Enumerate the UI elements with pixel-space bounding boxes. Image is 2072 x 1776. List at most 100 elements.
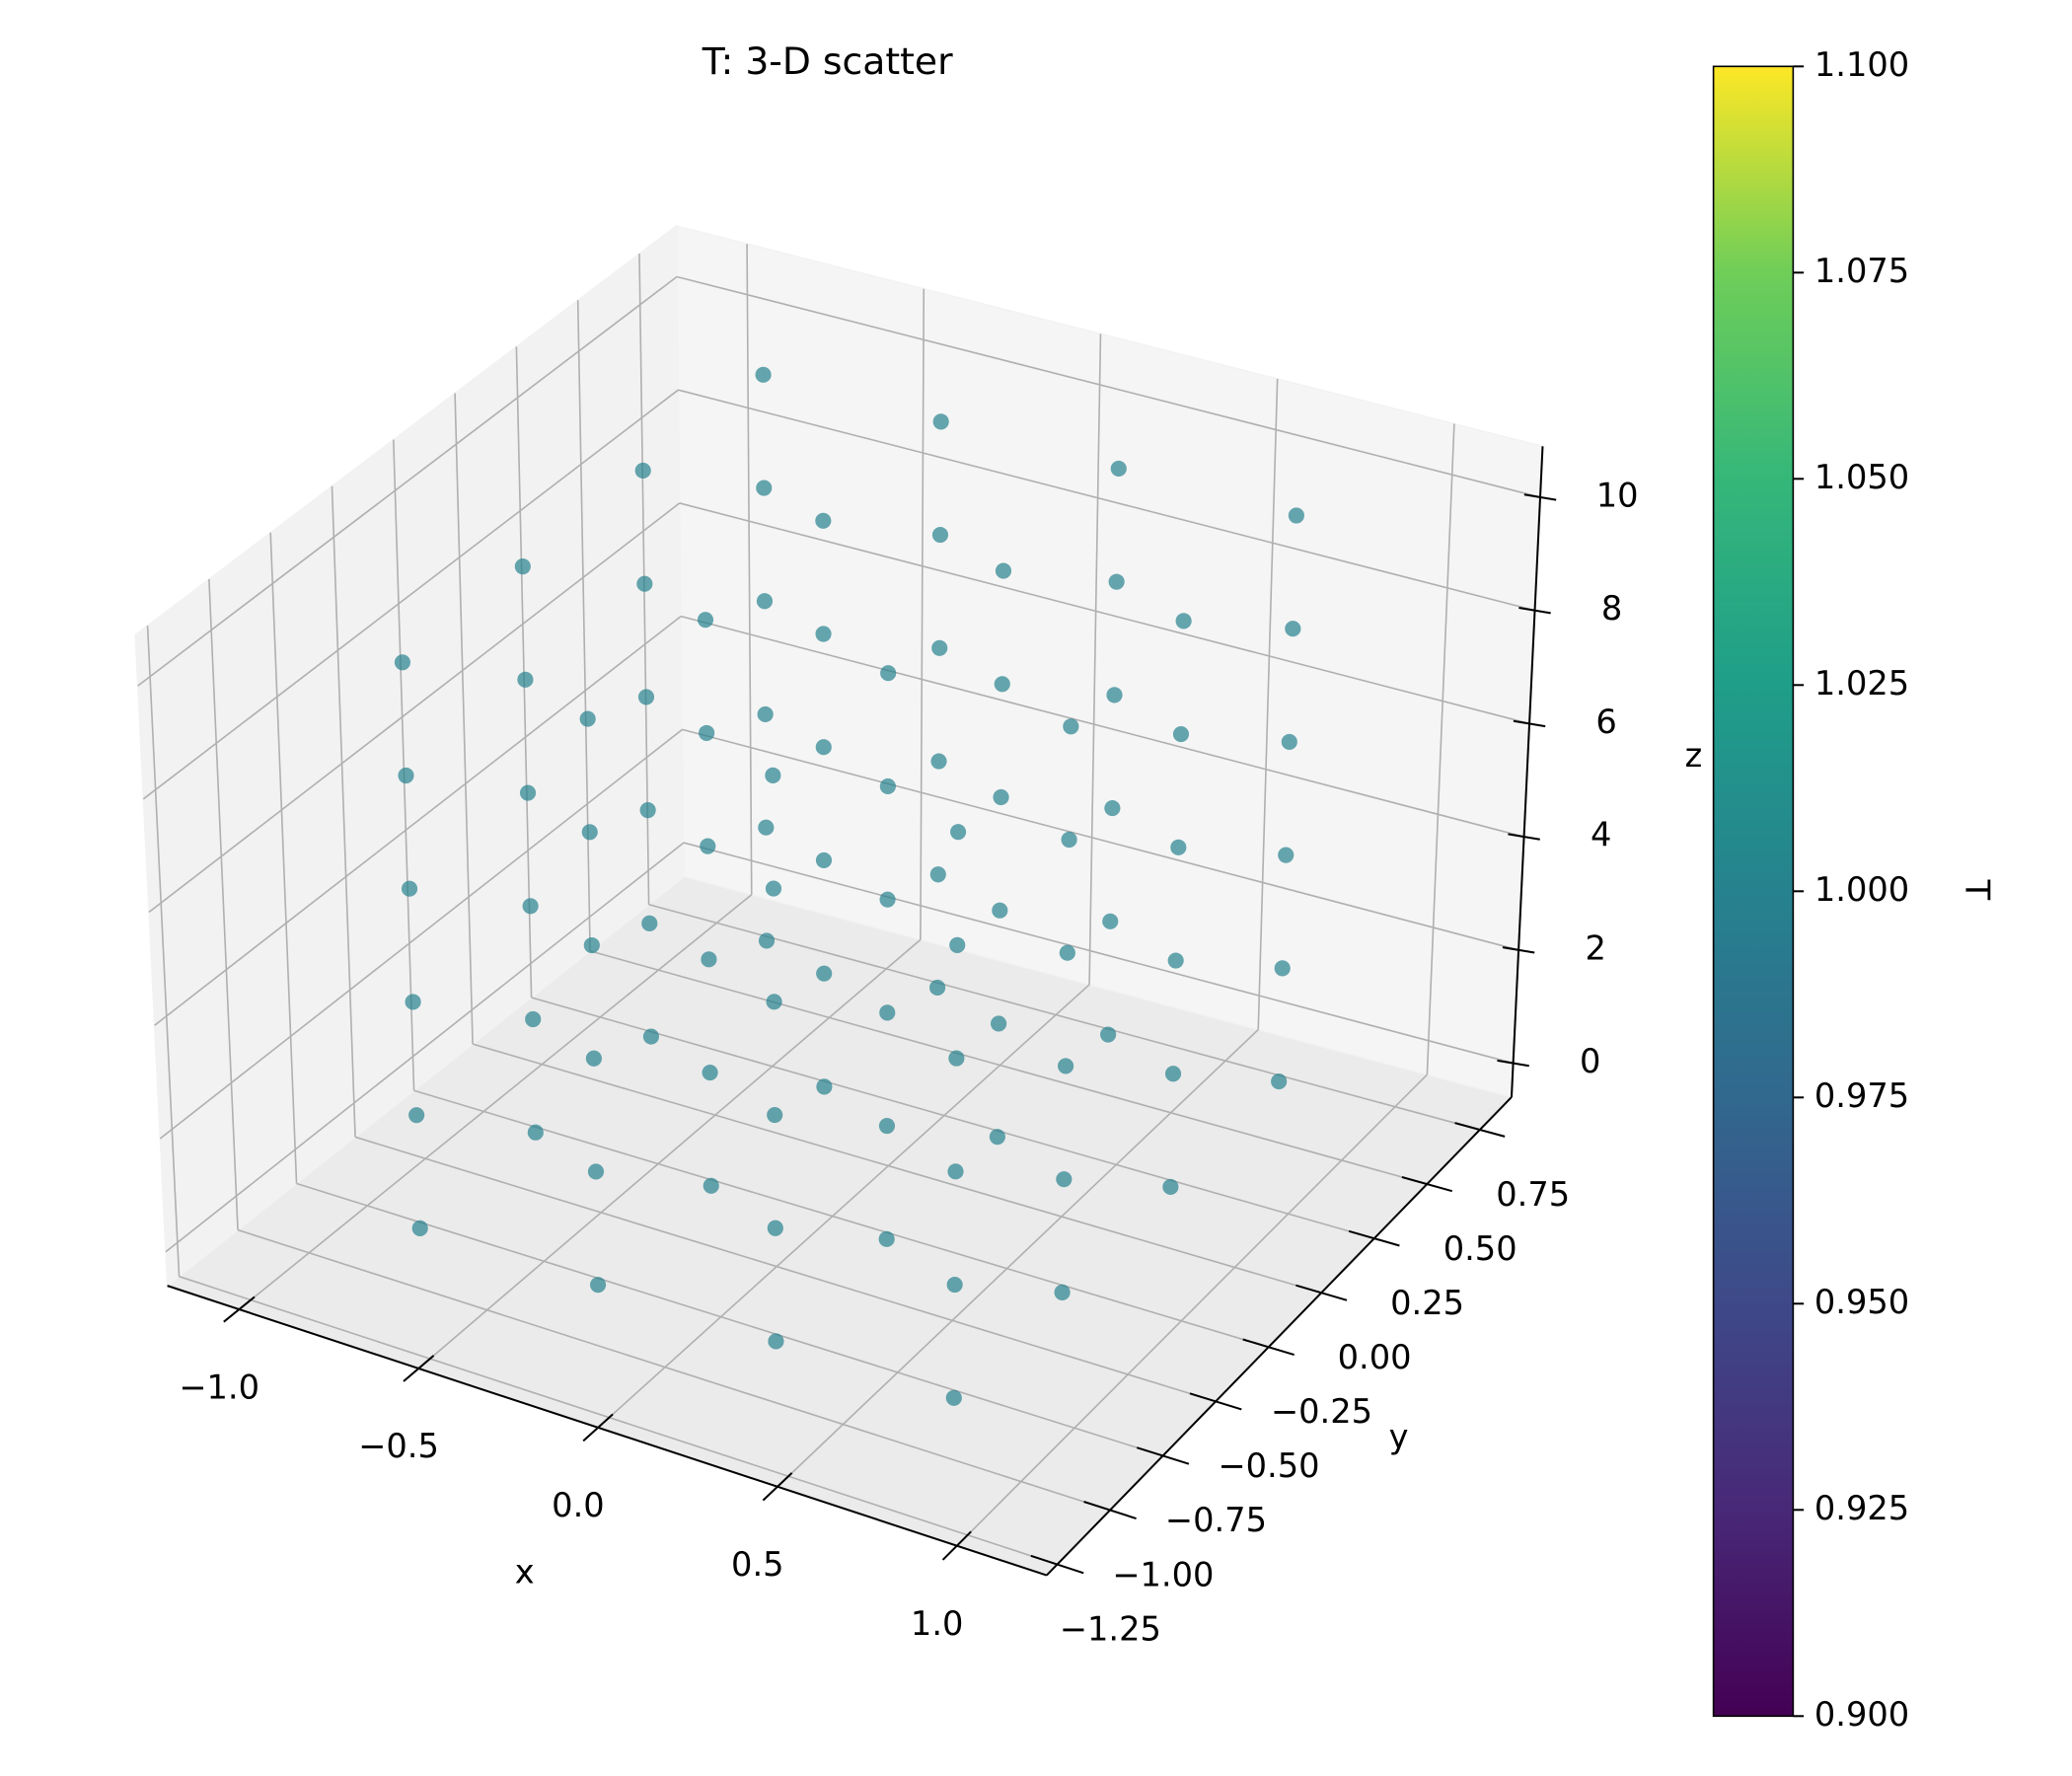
- point: [945, 1389, 962, 1406]
- point: [637, 689, 655, 705]
- x-tick: [582, 1413, 614, 1443]
- x-tick-label: 0.0: [552, 1486, 605, 1524]
- z-tick-label: 10: [1596, 476, 1639, 514]
- grid-line: [417, 938, 922, 1369]
- point: [765, 767, 781, 783]
- point: [1059, 944, 1075, 961]
- grid-line: [238, 894, 753, 1310]
- grid-line: [237, 1228, 1111, 1512]
- point: [758, 819, 775, 836]
- point: [583, 936, 600, 954]
- point: [949, 936, 966, 953]
- point: [589, 1277, 607, 1294]
- y-tick: [1083, 1501, 1137, 1519]
- y-tick-label: −0.75: [1165, 1501, 1267, 1539]
- grid-line: [392, 439, 415, 1091]
- grid-line: [682, 728, 1519, 951]
- point: [995, 562, 1012, 579]
- colorbar-tick-label: 1.100: [1814, 45, 1909, 84]
- point: [697, 612, 714, 629]
- grid-line: [454, 393, 474, 1045]
- x-tick-label: 1.0: [911, 1604, 964, 1643]
- point: [1106, 687, 1123, 703]
- z-tick-label: 8: [1601, 589, 1622, 628]
- point: [701, 951, 717, 968]
- point: [815, 512, 832, 529]
- z-axis-label: z: [1685, 736, 1703, 775]
- point: [879, 891, 896, 908]
- z-tick-label: 6: [1595, 703, 1616, 741]
- point: [989, 1129, 1005, 1146]
- grid-line: [680, 615, 1524, 838]
- colorbar-tick-label: 0.950: [1814, 1283, 1909, 1321]
- point: [991, 1015, 1007, 1032]
- grid-line: [148, 502, 681, 914]
- point: [1054, 1284, 1071, 1300]
- plot-area: T: 3-D scatter x y z −1.0 −0.5 0.0 0.5 1.0 −1…: [134, 39, 1996, 1734]
- point: [930, 753, 947, 770]
- point: [878, 1118, 896, 1135]
- point: [767, 1220, 783, 1236]
- colorbar-tick-label: 1.075: [1814, 252, 1909, 290]
- z-tick: [1508, 833, 1540, 841]
- chart-title: T: 3-D scatter: [702, 39, 953, 83]
- point: [993, 788, 1009, 806]
- point: [768, 1333, 784, 1350]
- point: [579, 710, 596, 727]
- grid-line: [1426, 423, 1455, 1075]
- grid-line: [142, 389, 679, 800]
- point: [641, 915, 658, 931]
- point: [880, 665, 897, 682]
- y-tick-label: −1.00: [1112, 1555, 1214, 1593]
- grid-line: [648, 903, 1481, 1131]
- grid-line: [208, 578, 239, 1230]
- grid-line: [683, 842, 1514, 1065]
- point: [401, 880, 418, 897]
- colorbar-tick-label: 1.000: [1814, 870, 1909, 909]
- point: [1274, 960, 1291, 977]
- point: [815, 739, 832, 756]
- grid-line: [777, 1028, 1259, 1488]
- point: [519, 784, 537, 801]
- x-axis-label: x: [515, 1553, 535, 1591]
- y-tick-label: 0.00: [1338, 1338, 1412, 1376]
- grid-line: [1088, 333, 1102, 985]
- colorbar-tick-label: 0.900: [1814, 1695, 1909, 1734]
- grid-line: [413, 1089, 1269, 1349]
- x-axis-line: [167, 1285, 1048, 1577]
- y-tick-label: 0.50: [1443, 1229, 1517, 1268]
- y-tick-label: −1.25: [1060, 1609, 1161, 1648]
- point: [948, 1050, 965, 1067]
- point: [947, 1163, 964, 1180]
- z-tick-label: 4: [1591, 816, 1611, 854]
- point: [1104, 800, 1121, 817]
- point: [931, 639, 948, 656]
- grid-line: [154, 615, 682, 1026]
- point: [1278, 847, 1295, 863]
- point: [815, 851, 833, 869]
- y-axis-line: [1046, 1096, 1513, 1577]
- colorbar-tick-label: 0.925: [1814, 1489, 1909, 1527]
- point: [766, 994, 782, 1010]
- z-tick: [1523, 493, 1557, 501]
- point: [527, 1124, 544, 1141]
- y-tick-label: 0.25: [1390, 1284, 1464, 1322]
- colorbar-tick-label: 0.975: [1814, 1076, 1909, 1115]
- y-tick-label: 0.75: [1496, 1175, 1570, 1214]
- point: [517, 671, 534, 688]
- point: [585, 1050, 602, 1067]
- grid-line: [531, 997, 1374, 1239]
- point: [755, 366, 772, 383]
- point: [932, 413, 949, 430]
- point: [636, 575, 653, 592]
- grid-line: [920, 288, 925, 940]
- x-tick: [762, 1472, 793, 1502]
- point: [1175, 613, 1192, 629]
- y-tick-label: −0.25: [1271, 1392, 1372, 1431]
- x-tick-label: 0.5: [731, 1545, 784, 1584]
- y-axis-label: y: [1389, 1417, 1409, 1455]
- point: [703, 1177, 719, 1194]
- point: [1170, 839, 1187, 855]
- y-tick: [1189, 1392, 1242, 1411]
- point: [757, 705, 774, 723]
